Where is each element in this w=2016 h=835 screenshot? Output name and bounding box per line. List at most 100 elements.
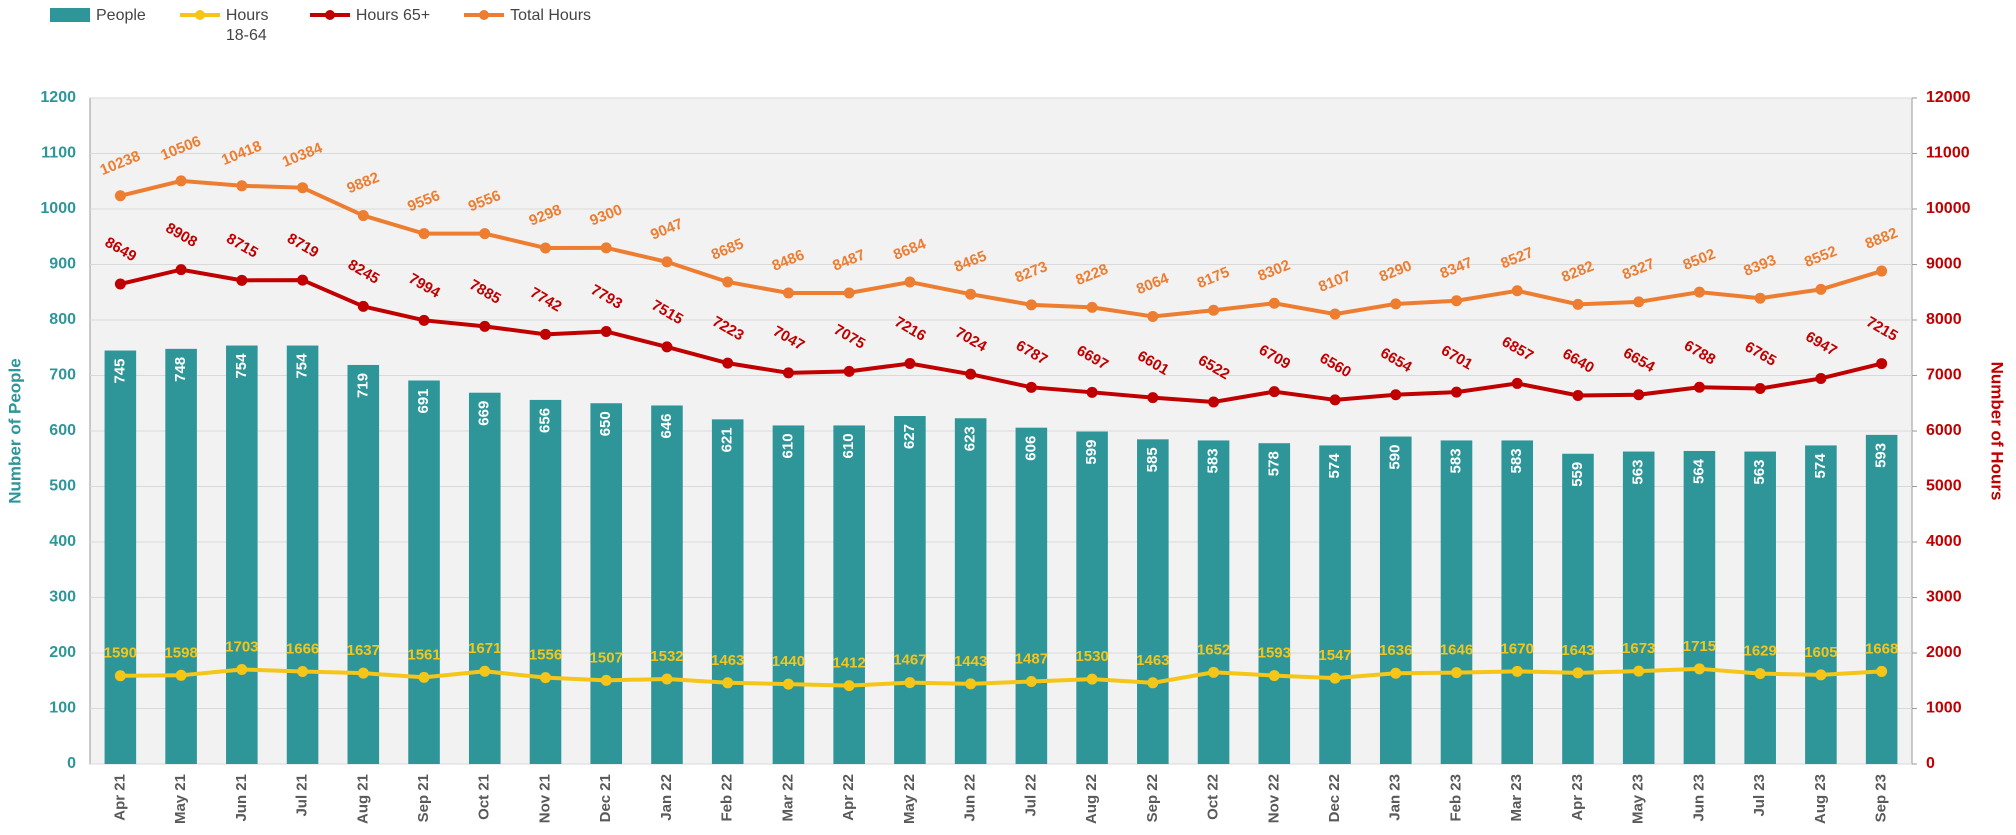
line-point xyxy=(965,368,977,380)
bar xyxy=(408,380,440,764)
line-point xyxy=(661,341,673,353)
x-tick-label: May 22 xyxy=(901,774,918,824)
line-point xyxy=(114,670,126,682)
line-point xyxy=(1390,298,1402,310)
line-point xyxy=(1754,292,1766,304)
bar-value-label: 583 xyxy=(1447,448,1464,473)
line-value-label: 1666 xyxy=(286,641,319,658)
bar-value-label: 627 xyxy=(901,424,918,449)
legend-item: Total Hours xyxy=(464,6,591,46)
line-point xyxy=(722,276,734,288)
bar xyxy=(468,392,501,764)
bar xyxy=(651,405,683,764)
line-value-label: 1646 xyxy=(1440,642,1473,659)
line-value-label: 1547 xyxy=(1318,647,1351,664)
bar-value-label: 585 xyxy=(1144,447,1161,472)
legend-item: Hours 18-64 xyxy=(179,6,276,46)
line-point xyxy=(1511,377,1523,389)
y-axis-label: Number of People xyxy=(5,358,24,503)
legend-swatch xyxy=(309,8,350,22)
line-point xyxy=(661,256,673,268)
line-value-label: 1703 xyxy=(225,638,258,655)
bar xyxy=(1440,440,1473,764)
bar-value-label: 563 xyxy=(1751,460,1768,485)
line-value-label: 1673 xyxy=(1622,640,1655,657)
line-point xyxy=(1876,665,1888,677)
line-point xyxy=(418,228,430,240)
y2-tick-label: 8000 xyxy=(1926,311,1962,328)
bar xyxy=(165,348,197,764)
bar xyxy=(1015,427,1048,764)
x-tick-label: Jul 22 xyxy=(1022,774,1039,817)
line-point xyxy=(418,671,430,683)
line-point xyxy=(1086,301,1098,313)
line-value-label: 1643 xyxy=(1561,642,1594,659)
y2-tick-label: 10000 xyxy=(1926,200,1971,217)
bar-value-label: 610 xyxy=(840,433,857,458)
bar-value-label: 754 xyxy=(294,353,311,379)
y-tick-label: 1200 xyxy=(40,89,76,106)
line-point xyxy=(175,669,187,681)
line-point xyxy=(479,228,491,240)
line-value-label: 1590 xyxy=(104,645,137,662)
line-value-label: 1440 xyxy=(772,653,805,670)
bar xyxy=(1319,445,1351,764)
line-point xyxy=(600,242,612,254)
bar-value-label: 578 xyxy=(1265,451,1282,476)
bar xyxy=(286,345,319,764)
bar-value-label: 599 xyxy=(1083,440,1100,465)
line-point xyxy=(1572,389,1584,401)
y2-tick-label: 2000 xyxy=(1926,644,1962,661)
y2-tick-label: 6000 xyxy=(1926,422,1962,439)
x-tick-label: Aug 21 xyxy=(354,774,371,824)
bar xyxy=(226,345,258,764)
bar xyxy=(1562,453,1594,764)
line-value-label: 1652 xyxy=(1197,641,1230,658)
line-value-label: 1532 xyxy=(650,648,683,665)
line-point xyxy=(661,673,673,685)
bar-value-label: 583 xyxy=(1205,448,1222,473)
x-tick-label: Jan 22 xyxy=(658,774,675,821)
line-point xyxy=(297,666,309,678)
bar-value-label: 574 xyxy=(1326,453,1343,479)
line-point xyxy=(357,300,369,312)
line-value-label: 1487 xyxy=(1015,650,1048,667)
y2-tick-label: 7000 xyxy=(1926,367,1962,384)
x-tick-label: Oct 21 xyxy=(476,774,493,820)
x-tick-label: Aug 23 xyxy=(1812,774,1829,824)
x-tick-label: Feb 23 xyxy=(1447,774,1464,822)
line-point xyxy=(1511,285,1523,297)
bar xyxy=(1076,431,1108,764)
bar xyxy=(1137,439,1169,764)
y-tick-label: 500 xyxy=(49,478,76,495)
x-tick-label: Feb 22 xyxy=(719,774,736,822)
bar-value-label: 559 xyxy=(1569,462,1586,487)
x-tick-label: Oct 22 xyxy=(1205,774,1222,820)
line-point xyxy=(540,242,551,254)
line-point xyxy=(1390,389,1402,401)
bar-value-label: 606 xyxy=(1022,436,1039,461)
line-point xyxy=(965,678,977,690)
x-tick-label: Sep 23 xyxy=(1873,774,1890,822)
x-tick-label: Nov 21 xyxy=(536,774,553,823)
line-point xyxy=(1754,383,1766,395)
bar xyxy=(1622,451,1655,764)
line-value-label: 1629 xyxy=(1743,643,1776,660)
line-value-label: 1605 xyxy=(1804,644,1837,661)
line-point xyxy=(1025,675,1037,687)
bar xyxy=(347,364,380,764)
line-point xyxy=(1329,308,1341,320)
legend-swatch xyxy=(179,8,220,22)
line-point xyxy=(540,672,551,684)
x-tick-label: May 21 xyxy=(172,774,189,824)
x-tick-label: Apr 21 xyxy=(111,774,128,821)
line-point xyxy=(1208,396,1220,408)
bar-value-label: 610 xyxy=(779,433,796,458)
line-value-label: 1637 xyxy=(347,642,380,659)
bar-value-label: 623 xyxy=(962,426,979,451)
y-tick-label: 400 xyxy=(49,533,76,550)
line-value-label: 1463 xyxy=(1136,652,1169,669)
bar xyxy=(1865,434,1898,764)
x-tick-label: Sep 22 xyxy=(1144,774,1161,822)
